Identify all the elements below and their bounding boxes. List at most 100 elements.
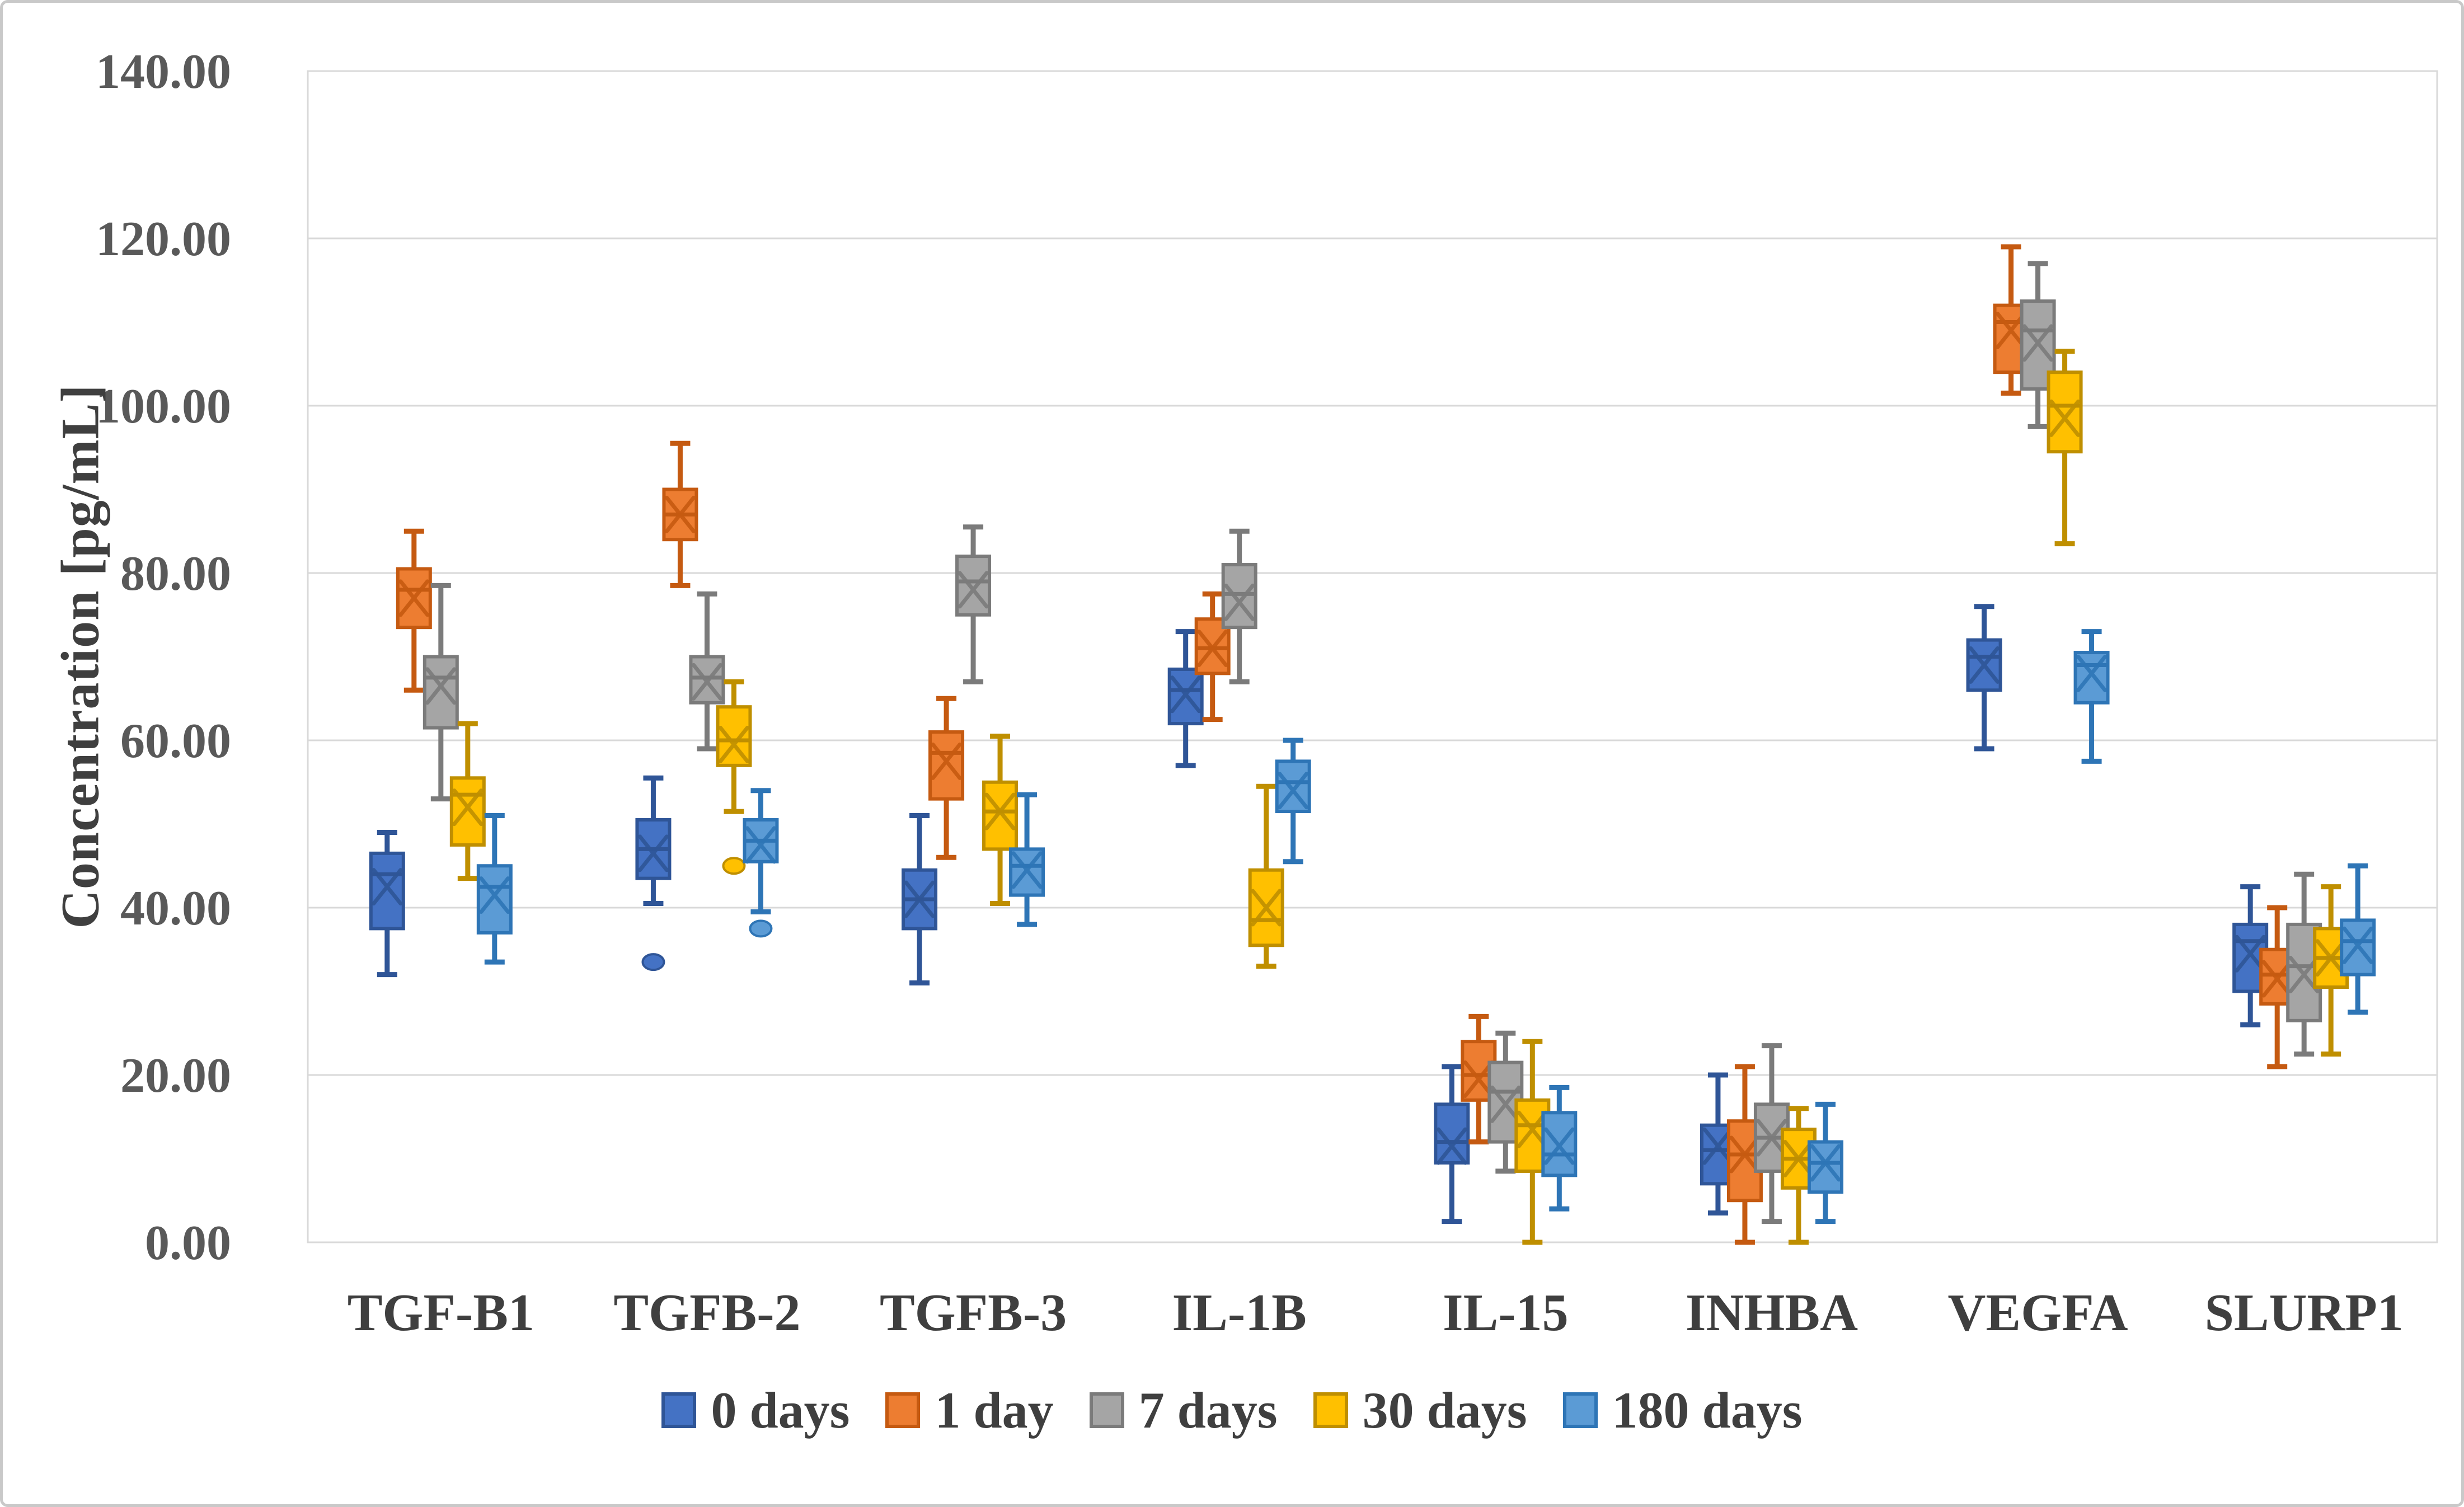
- x-category-label: IL-15: [1443, 1284, 1569, 1342]
- boxplot-VEGFA-180-days: [2073, 629, 2110, 764]
- boxplot-TGF-B1-0-days: [369, 829, 405, 978]
- boxplot-TGFB-2-30-days: [716, 679, 752, 875]
- mean-x-marker: [664, 495, 696, 533]
- boxplot-TGF-B1-30-days: [449, 721, 486, 881]
- mean-x-marker: [1197, 630, 1228, 668]
- mean-x-marker: [1278, 772, 1309, 810]
- boxplot-TGFB-2-1-day: [662, 440, 698, 588]
- boxplot-TGFB-2-0-days: [635, 775, 672, 971]
- x-category-label: INHBA: [1686, 1284, 1858, 1342]
- mean-x-marker: [372, 868, 403, 906]
- x-category-label: VEGFA: [1948, 1284, 2128, 1342]
- mean-x-marker: [1543, 1127, 1575, 1165]
- y-tick-label: 80.00: [120, 547, 231, 601]
- boxplot-TGF-B1-1-day: [396, 528, 432, 693]
- iqr-box: [982, 780, 1019, 851]
- iqr-box: [369, 851, 405, 931]
- mean-x-marker: [1011, 851, 1043, 889]
- y-tick-label: 120.00: [96, 212, 231, 266]
- boxplot-IL-1B-180-days: [1275, 738, 1311, 865]
- chart-canvas: 0.00 20.00 40.00 60.00 80.00 100.00 120.00 140.…: [96, 45, 2438, 1342]
- y-tick-label: 0.00: [145, 1216, 231, 1270]
- boxplot-IL-15-0-days: [1434, 1064, 1470, 1224]
- mean-x-marker: [1170, 675, 1202, 713]
- outlier-point: [749, 919, 773, 938]
- boxplot-SLURP1-180-days: [2340, 863, 2376, 1015]
- mean-x-marker: [479, 876, 510, 914]
- mean-x-marker: [1969, 646, 2000, 684]
- y-tick-label: 40.00: [120, 881, 231, 936]
- legend-marker-icon: [1562, 1392, 1598, 1428]
- y-axis-title: Concentration [pg/mL]: [50, 384, 110, 929]
- legend-marker-icon: [1089, 1392, 1124, 1428]
- mean-x-marker: [1996, 311, 2027, 349]
- mean-x-marker: [1490, 1085, 1521, 1123]
- boxplot-TGF-B1-7-days: [423, 583, 459, 802]
- boxplot-IL-1B-1-day: [1194, 591, 1231, 722]
- y-tick-label: 140.00: [96, 45, 231, 99]
- series-1-day: [396, 244, 2296, 1245]
- legend-marker-icon: [1313, 1392, 1348, 1428]
- x-category-label: IL-1B: [1172, 1284, 1307, 1342]
- mean-x-marker: [931, 742, 962, 780]
- boxplot-INHBA-180-days: [1807, 1101, 1843, 1224]
- iqr-box: [928, 730, 965, 801]
- plot-area-border: [307, 70, 2438, 1243]
- boxplot-IL-1B-0-days: [1167, 629, 1204, 768]
- x-category-label: TGFB-2: [613, 1284, 800, 1342]
- series-180-days: [476, 629, 2376, 1224]
- legend-marker-icon: [661, 1392, 697, 1428]
- series-30-days: [449, 349, 2349, 1245]
- legend-item-180-days: 180 days: [1562, 1381, 1803, 1440]
- legend-item-30-days: 30 days: [1313, 1381, 1527, 1440]
- mean-x-marker: [1810, 1144, 1841, 1182]
- mean-x-marker: [691, 663, 722, 701]
- legend-label: 7 days: [1138, 1382, 1278, 1439]
- iqr-box: [2047, 370, 2083, 454]
- outlier-point: [722, 857, 746, 875]
- boxplot-TGFB-3-30-days: [982, 734, 1019, 907]
- boxplot-VEGFA-30-days: [2047, 349, 2083, 547]
- boxplot-VEGFA-0-days: [1966, 604, 2002, 752]
- legend-item-1-day: 1 day: [885, 1381, 1054, 1440]
- mean-x-marker: [637, 834, 669, 872]
- iqr-box: [423, 655, 459, 730]
- mean-x-marker: [718, 725, 749, 763]
- mean-x-marker: [1436, 1127, 1467, 1165]
- boxplot-IL-1B-30-days: [1248, 783, 1284, 969]
- series-7-days: [423, 261, 2322, 1224]
- mean-x-marker: [2076, 654, 2108, 692]
- legend-item-7-days: 7 days: [1089, 1381, 1278, 1440]
- mean-x-marker: [452, 788, 484, 827]
- boxplot-TGFB-3-0-days: [902, 813, 938, 986]
- mean-x-marker: [398, 579, 430, 617]
- boxplot-IL-15-180-days: [1541, 1085, 1578, 1212]
- boxplot-VEGFA-7-days: [2020, 261, 2056, 429]
- iqr-box: [449, 776, 486, 847]
- outlier-point: [641, 953, 665, 971]
- legend-label: 0 days: [711, 1382, 850, 1439]
- boxplot-TGFB-2-7-days: [689, 591, 725, 752]
- y-tick-label: 60.00: [120, 714, 231, 768]
- legend-label: 1 day: [935, 1382, 1054, 1439]
- legend-label: 30 days: [1362, 1382, 1527, 1439]
- boxplot-TGFB-2-180-days: [743, 788, 779, 938]
- boxplot-TGFB-3-7-days: [955, 524, 992, 684]
- mean-x-marker: [904, 880, 935, 918]
- iqr-box: [396, 567, 432, 630]
- chart-legend: 0 days 1 day 7 days 30 days 180 days: [3, 1381, 2461, 1440]
- series-0-days: [369, 604, 2269, 1224]
- mean-x-marker: [2049, 399, 2081, 437]
- mean-x-marker: [1224, 583, 1255, 621]
- mean-x-marker: [425, 667, 457, 705]
- iqr-box: [476, 864, 513, 935]
- mean-x-marker: [2342, 926, 2373, 964]
- mean-x-marker: [984, 792, 1016, 830]
- legend-label: 180 days: [1612, 1382, 1803, 1439]
- boxplot-TGFB-3-180-days: [1009, 792, 1045, 927]
- boxplot-TGFB-3-1-day: [928, 696, 965, 860]
- mean-x-marker: [1517, 1110, 1548, 1148]
- y-tick-label: 20.00: [120, 1049, 231, 1103]
- x-category-label: SLURP1: [2205, 1284, 2404, 1342]
